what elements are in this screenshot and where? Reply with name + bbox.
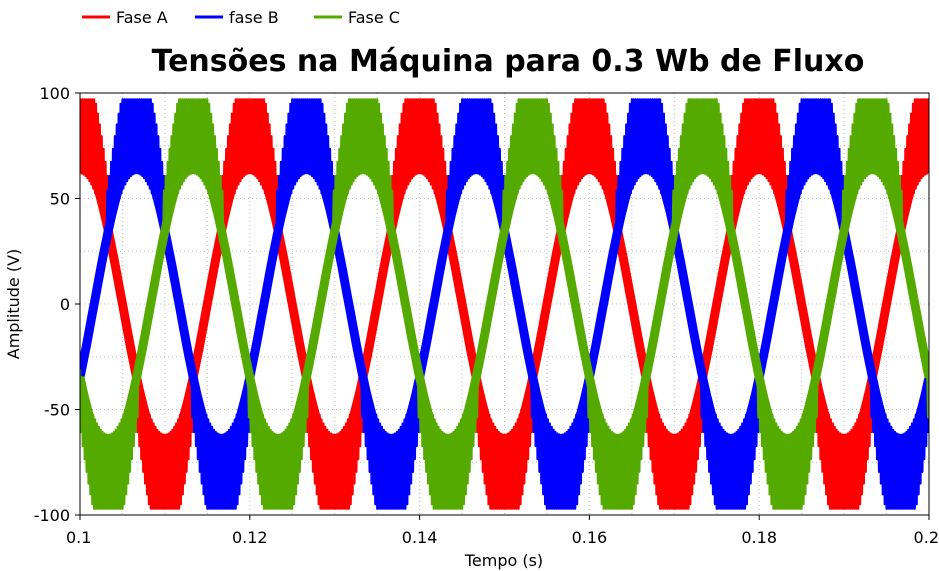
y-tick-label: 0 — [60, 295, 70, 314]
legend-item: fase B — [195, 8, 279, 27]
legend-item: Fase C — [314, 8, 400, 27]
x-tick-label: 0.12 — [232, 528, 268, 547]
x-tick-label: 0.14 — [402, 528, 438, 547]
legend-label: fase B — [229, 8, 279, 27]
y-tick-label: 100 — [39, 84, 70, 103]
x-axis-ticks: 0.1 0.12 0.14 0.16 0.18 0.2 — [66, 515, 939, 547]
x-tick-label: 0.16 — [572, 528, 608, 547]
series-group — [80, 98, 929, 510]
x-axis-label: Tempo (s) — [464, 551, 543, 570]
legend-label: Fase A — [116, 8, 168, 27]
x-tick-label: 0.18 — [741, 528, 777, 547]
y-tick-label: -100 — [34, 506, 70, 525]
legend-item: Fase A — [82, 8, 168, 27]
x-tick-label: 0.1 — [66, 528, 91, 547]
y-tick-label: 50 — [50, 190, 70, 209]
legend-label: Fase C — [348, 8, 400, 27]
series-core — [80, 153, 929, 455]
y-tick-label: -50 — [44, 401, 70, 420]
y-axis-ticks: 100 50 0 -50 -100 — [34, 84, 80, 525]
y-axis-label: Amplitude (V) — [4, 249, 23, 360]
legend: Fase A fase B Fase C — [82, 8, 400, 27]
chart-title: Tensões na Máquina para 0.3 Wb de Fluxo — [152, 44, 865, 79]
x-tick-label: 0.2 — [914, 528, 939, 547]
